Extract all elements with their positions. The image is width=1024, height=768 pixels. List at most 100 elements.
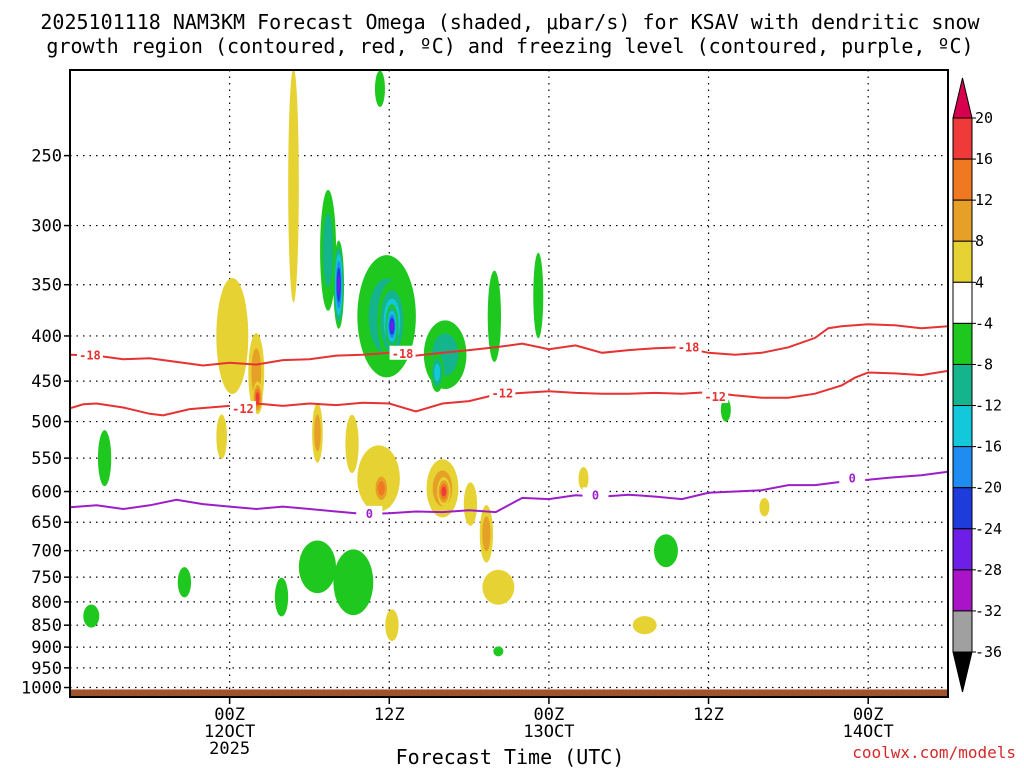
omega-cell-35-level-0	[720, 398, 731, 422]
omega-cell-19-level-5	[337, 274, 341, 296]
colorbar-swatch-6	[952, 363, 973, 407]
x-tick-label-3-0: 12Z	[693, 705, 724, 725]
contour-label-freezing-level-0: 0	[366, 507, 373, 521]
omega-cell-34-level-0	[654, 534, 678, 568]
x-tick-label-0-1: 12OCT	[204, 722, 255, 742]
colorbar-swatch-2	[952, 199, 973, 242]
contour-label-bg-dgz-top-2	[675, 339, 702, 354]
y-tick-label-550: 550	[31, 449, 62, 469]
omega-cell-30-level-0	[177, 567, 192, 598]
omega-cell-3-level-0	[216, 414, 227, 459]
omega-cell-25-level-0	[487, 270, 502, 362]
omega-cell-9-level-3	[441, 486, 447, 497]
credit-text: coolwx.com/models	[852, 743, 1016, 762]
colorbar-label-5: -4	[975, 314, 993, 332]
omega-cell-26-level-0	[533, 252, 544, 339]
omega-cell-14-level-0	[632, 616, 657, 635]
omega-cell-29-level-0	[83, 604, 100, 628]
chart-title-line1: 2025101118 NAM3KM Forecast Omega (shaded…	[40, 10, 980, 34]
contour-label-dgz-bottom-1: -12	[492, 387, 514, 401]
omega-cell-17-level-0	[288, 70, 299, 303]
contour-label-dgz-bottom-2: -12	[704, 390, 726, 404]
omega-cell-5-level-0	[345, 414, 359, 473]
omega-cell-22-level-5	[390, 320, 394, 332]
contour-label-bg-dgz-bottom-2	[702, 389, 729, 404]
contour-freezing-level	[70, 470, 948, 515]
chart-title-line2: growth region (contoured, red, ºC) and f…	[46, 34, 973, 58]
colorbar-label-13: -36	[975, 643, 1002, 661]
colorbar-label-10: -24	[975, 520, 1002, 538]
omega-cell-36-level-0	[493, 646, 504, 657]
colorbar-swatch-8	[952, 446, 973, 489]
y-tick-label-950: 950	[31, 659, 62, 679]
contour-label-bg-dgz-top-0	[76, 347, 103, 362]
y-tick-label-750: 750	[31, 568, 62, 588]
y-tick-label-500: 500	[31, 413, 62, 433]
contour-label-freezing-level-1: 0	[592, 488, 599, 502]
omega-cell-32-level-0	[274, 577, 289, 617]
colorbar-top-arrow	[952, 77, 973, 119]
plot-frame	[69, 69, 949, 698]
colorbar-swatch-0	[952, 117, 973, 160]
contour-dgz-top	[70, 323, 948, 367]
y-tick-label-900: 900	[31, 638, 62, 658]
colorbar-swatch-4	[952, 281, 973, 324]
contour-label-bg-freezing-level-1	[582, 487, 609, 502]
omega-cell-10-level-1	[482, 516, 491, 552]
colorbar-swatch-12	[952, 610, 973, 653]
ground-surface	[70, 689, 948, 697]
colorbar-swatch-10	[952, 528, 973, 571]
y-tick-label-1000: 1000	[21, 679, 62, 699]
contour-label-bg-dgz-bottom-0	[229, 401, 256, 416]
y-tick-label-850: 850	[31, 616, 62, 636]
contour-label-bg-dgz-bottom-1	[489, 385, 516, 400]
omega-cell-28-level-0	[97, 430, 112, 487]
y-tick-label-600: 600	[31, 483, 62, 503]
omega-cell-24-level-2	[434, 363, 441, 382]
plot-background	[70, 70, 948, 697]
contour-label-dgz-top-1: -18	[392, 347, 414, 361]
omega-cell-11-level-0	[482, 569, 515, 605]
colorbar-label-9: -20	[975, 479, 1002, 497]
colorbar-label-11: -28	[975, 561, 1002, 579]
x-tick-label-2-1: 13OCT	[523, 722, 574, 742]
contour-label-bg-freezing-level-0	[356, 505, 383, 520]
y-tick-label-650: 650	[31, 513, 62, 533]
colorbar-label-7: -12	[975, 397, 1002, 415]
contour-label-dgz-top-0: -18	[79, 349, 101, 363]
colorbar-label-4: 4	[975, 273, 984, 291]
y-tick-label-700: 700	[31, 542, 62, 562]
omega-cell-18-level-1	[323, 213, 333, 288]
omega-cell-2-level-0	[216, 277, 249, 394]
x-tick-label-2-0: 00Z	[534, 705, 565, 725]
x-tick-label-4-0: 00Z	[853, 705, 884, 725]
x-tick-label-0-0: 00Z	[214, 705, 245, 725]
y-tick-label-800: 800	[31, 593, 62, 613]
omega-cell-31-level-0	[298, 540, 337, 594]
y-tick-label-400: 400	[31, 327, 62, 347]
colorbar-swatch-3	[952, 240, 973, 283]
colorbar-label-8: -16	[975, 438, 1002, 456]
temperature-contours: -18 -18 -18 -12 -12 -12 0 0 0	[70, 323, 948, 521]
y-tick-label-350: 350	[31, 276, 62, 296]
contour-label-freezing-level-2: 0	[849, 472, 856, 486]
omega-cell-7-level-2	[377, 481, 385, 496]
y-tick-label-250: 250	[31, 147, 62, 167]
colorbar-bottom-arrow	[952, 651, 973, 693]
x-tick-label-4-1: 14OCT	[843, 722, 894, 742]
colorbar-label-0: 20	[975, 109, 993, 127]
omega-cell-16-level-0	[759, 497, 770, 517]
colorbar-swatch-9	[952, 487, 973, 530]
x-tick-label-1-0: 12Z	[374, 705, 405, 725]
omega-cell-13-level-0	[385, 609, 399, 641]
y-tick-label-300: 300	[31, 217, 62, 237]
colorbar-label-3: 8	[975, 232, 984, 250]
contour-label-dgz-top-2: -18	[678, 340, 700, 354]
contour-label-dgz-bottom-0: -12	[232, 402, 254, 416]
omega-cell-15-level-0	[578, 466, 589, 491]
colorbar-label-6: -8	[975, 355, 993, 373]
contour-label-bg-dgz-top-1	[389, 345, 416, 360]
omega-cell-12-level-0	[463, 482, 478, 526]
contour-label-bg-freezing-level-2	[839, 470, 866, 485]
